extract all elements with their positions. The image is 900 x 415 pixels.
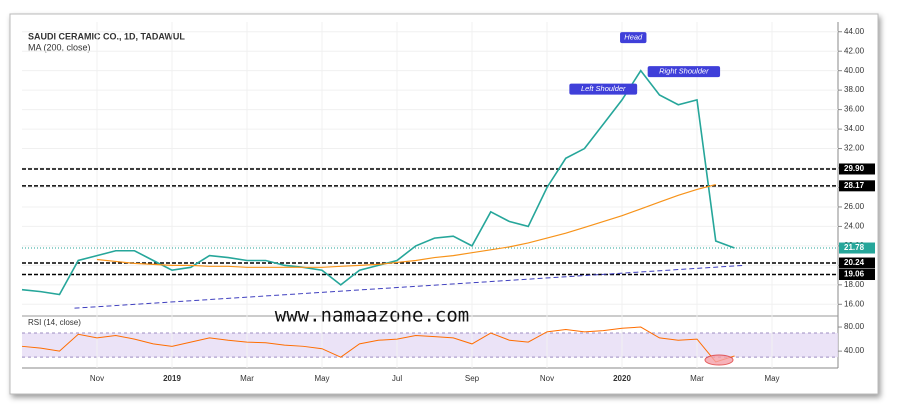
y-tick-label: 40.00 xyxy=(844,66,865,75)
level-box xyxy=(839,257,875,269)
x-tick-label: Jul xyxy=(392,374,402,383)
annotation-box xyxy=(569,83,638,95)
annotation-box xyxy=(647,66,721,78)
ma-label: MA (200, close) xyxy=(28,42,91,52)
plot-bg xyxy=(22,22,838,368)
chart-title: SAUDI CERAMIC CO., 1D, TADAWUL xyxy=(28,31,185,41)
annotation: Right Shoulder xyxy=(659,67,709,76)
rsi-highlight xyxy=(704,354,734,366)
y-tick-label: 44.00 xyxy=(844,27,865,36)
watermark: www.namaazone.com xyxy=(275,305,469,327)
level-box xyxy=(839,180,875,192)
y-tick-label: 42.00 xyxy=(844,46,865,55)
x-tick-label: Mar xyxy=(240,374,254,383)
level-label: 21.78 xyxy=(844,243,865,252)
ma-line xyxy=(96,183,716,268)
annotation: Left Shoulder xyxy=(581,84,626,93)
rsi-line xyxy=(21,326,735,363)
price-line xyxy=(21,69,735,296)
annotation: Head xyxy=(624,33,643,42)
x-tick-label: Nov xyxy=(90,374,104,383)
level-box xyxy=(839,163,875,175)
rsi-tick-label: 40.00 xyxy=(844,346,865,355)
y-tick-label: 32.00 xyxy=(844,144,865,153)
rsi-tick-label: 80.00 xyxy=(844,322,865,331)
y-tick-label: 38.00 xyxy=(844,85,865,94)
x-tick-label: May xyxy=(764,374,779,383)
y-tick-label: 34.00 xyxy=(844,124,865,133)
level-label: 20.24 xyxy=(844,258,865,267)
y-tick-label: 26.00 xyxy=(844,202,865,211)
level-label: 29.90 xyxy=(844,164,865,173)
y-tick-label: 36.00 xyxy=(844,105,865,114)
y-tick-label: 24.00 xyxy=(844,222,865,231)
level-box xyxy=(839,269,875,281)
annotation-box xyxy=(620,32,647,44)
x-tick-label: 2019 xyxy=(163,374,181,383)
x-tick-label: 2020 xyxy=(613,374,631,383)
x-tick-label: Mar xyxy=(690,374,704,383)
level-label: 28.17 xyxy=(844,181,865,190)
y-tick-label: 18.00 xyxy=(844,280,865,289)
level-label: 19.06 xyxy=(844,270,865,279)
x-tick-label: Nov xyxy=(540,374,554,383)
x-tick-label: May xyxy=(314,374,329,383)
y-tick-label: 16.00 xyxy=(844,299,865,308)
rsi-label: RSI (14, close) xyxy=(28,318,81,327)
x-tick-label: Sep xyxy=(465,374,480,383)
level-box xyxy=(839,242,875,254)
